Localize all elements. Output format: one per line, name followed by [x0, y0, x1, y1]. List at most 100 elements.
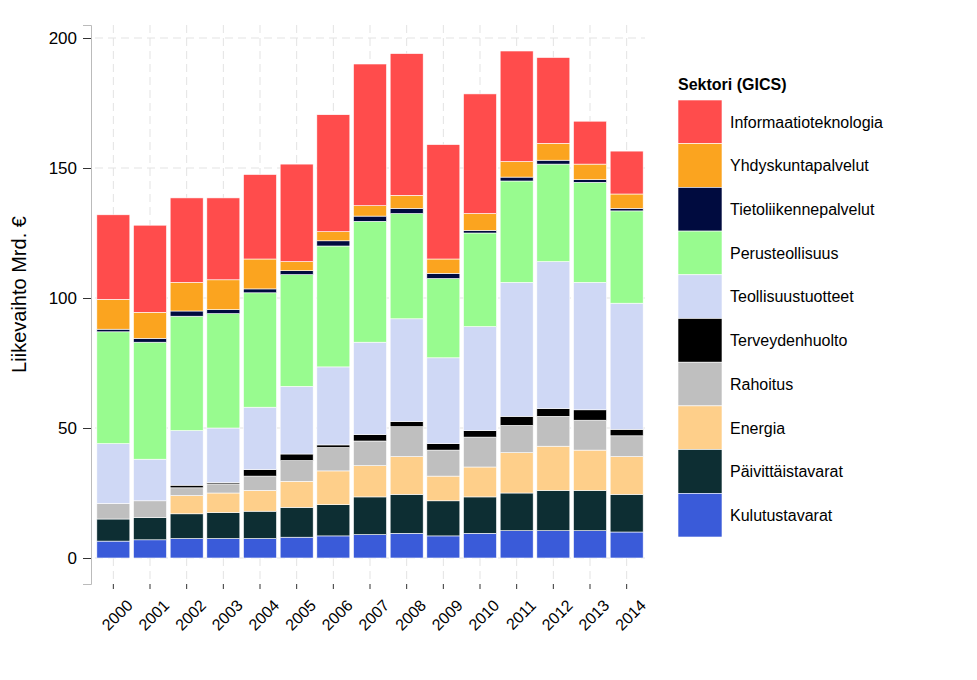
bar-segment [134, 459, 167, 501]
bar-segment [317, 445, 350, 448]
bar-segment [390, 208, 423, 213]
bar-segment [317, 448, 350, 471]
bar-segment [574, 164, 607, 180]
bar-segment [354, 441, 387, 466]
bar-segment [610, 532, 643, 558]
bar-segment [317, 505, 350, 536]
series [97, 164, 643, 459]
y-axis: 050100150200 [49, 26, 92, 585]
bar-segment [610, 211, 643, 303]
bar-segment [537, 164, 570, 262]
bar-segment [354, 342, 387, 434]
bar-segment [97, 519, 130, 541]
bar-segment [537, 58, 570, 144]
bar-segment [134, 342, 167, 459]
tick-label: 2009 [429, 596, 466, 633]
tick-mark [83, 168, 91, 169]
bar-segment [207, 198, 240, 280]
bar-segment [537, 531, 570, 558]
tick-label: 2007 [355, 596, 392, 633]
bar-segment [170, 311, 203, 316]
bar-segment [390, 214, 423, 319]
bar-segment [244, 470, 277, 477]
bar-segment [244, 476, 277, 490]
bar-segment [317, 241, 350, 246]
tick-mark [333, 584, 334, 589]
legend-label: Kulutustavarat [730, 507, 833, 524]
tick: 0 [68, 549, 91, 568]
tick-mark [260, 584, 261, 589]
bar-segment [500, 425, 533, 452]
bar-segment [207, 539, 240, 559]
tick-mark [150, 584, 151, 589]
bar-segment [427, 279, 460, 358]
tick: 2002 [172, 584, 209, 634]
tick: 2014 [612, 584, 649, 634]
bar-segment [574, 420, 607, 450]
bar-segment [207, 428, 240, 483]
bar-segment [390, 319, 423, 422]
bar-segment [280, 164, 313, 262]
bar-segment [500, 51, 533, 162]
bar-segment [537, 416, 570, 446]
bar-segment [354, 206, 387, 216]
tick-label: 2003 [209, 596, 246, 633]
bar-segment [170, 431, 203, 486]
tick: 2012 [539, 584, 576, 634]
tick-label: 2001 [135, 596, 172, 633]
tick: 2000 [99, 584, 136, 634]
bar-segment [207, 310, 240, 314]
bar-segment [610, 303, 643, 429]
bar-segment [464, 437, 497, 467]
tick-label: 2008 [392, 596, 429, 633]
bar-segment [354, 497, 387, 535]
tick: 2009 [429, 584, 466, 634]
bar-segment [427, 476, 460, 501]
legend-label: Yhdyskuntapalvelut [730, 157, 869, 174]
bar-segment [427, 358, 460, 444]
bar-segment [390, 494, 423, 533]
bar-segment [427, 536, 460, 558]
legend-label: Perusteollisuus [730, 245, 839, 262]
bar-segment [537, 409, 570, 417]
legend-swatch [678, 231, 722, 275]
bar-segment [170, 198, 203, 283]
tick-mark [186, 584, 187, 589]
bar-segment [464, 497, 497, 533]
tick: 2011 [503, 584, 539, 633]
bar-segment [537, 160, 570, 164]
bar-segment [464, 431, 497, 438]
legend-label: Tietoliikennepalvelut [730, 201, 875, 218]
tick: 150 [49, 159, 91, 178]
bar-segment [574, 180, 607, 183]
bar-segment [244, 407, 277, 469]
bar-segment [134, 312, 167, 338]
bar-segment [134, 518, 167, 540]
bar-segment [537, 446, 570, 490]
tick: 2006 [319, 584, 356, 634]
bar-segment [280, 454, 313, 461]
bar-segment [97, 215, 130, 299]
legend-swatch [678, 144, 722, 188]
bar-segment [207, 513, 240, 539]
bar-segment [317, 246, 350, 367]
bar-segment [244, 539, 277, 559]
bar-segment [427, 259, 460, 273]
bar-segment [317, 367, 350, 445]
bar-segment [427, 501, 460, 536]
tick-label: 2011 [503, 596, 539, 632]
bar-segment [207, 314, 240, 428]
tick-label: 2010 [465, 596, 502, 633]
tick-label: 2004 [245, 596, 282, 633]
bar-segment [390, 427, 423, 457]
bar-segment [244, 175, 277, 260]
tick-label: 2002 [172, 596, 209, 633]
bar-segment [464, 94, 497, 214]
tick-mark [480, 584, 481, 589]
tick-mark [406, 584, 407, 589]
bar-segment [427, 273, 460, 278]
tick: 2004 [245, 584, 282, 634]
axis-line [96, 585, 646, 590]
tick: 2005 [282, 584, 319, 634]
chart: 0501001502002000200120022003200420052006… [0, 0, 977, 680]
